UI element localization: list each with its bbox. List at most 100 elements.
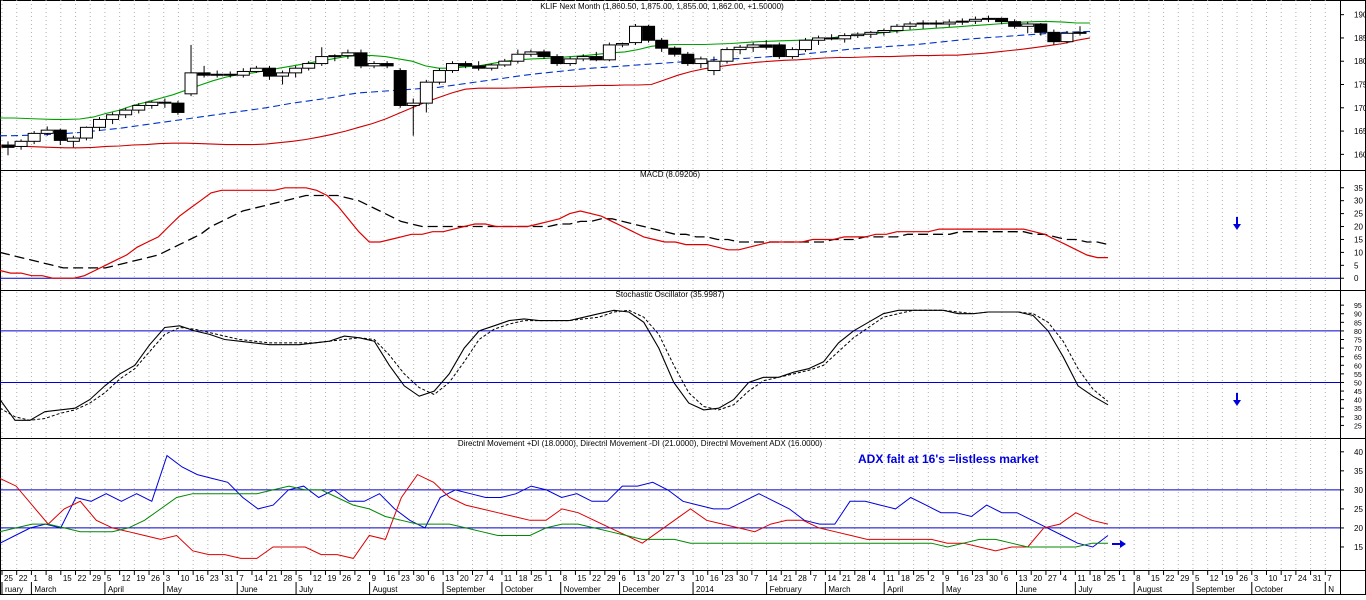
candle-up bbox=[524, 51, 538, 55]
candle-down bbox=[655, 39, 669, 49]
candle-down bbox=[380, 63, 394, 67]
candle-down bbox=[171, 102, 185, 113]
x-tick-label: 6 bbox=[430, 574, 435, 583]
candle-up bbox=[106, 114, 120, 120]
candle-up bbox=[210, 73, 224, 76]
y-tick-label: 15 bbox=[1354, 235, 1363, 244]
x-tick-label: 2 bbox=[930, 574, 935, 583]
x-tick-label: 13 bbox=[636, 574, 645, 583]
stochastic-panel-title: Stochastic Oscillator (35.9987) bbox=[616, 290, 725, 299]
x-tick-label: 31 bbox=[225, 574, 234, 583]
x-tick-label: 13 bbox=[445, 574, 454, 583]
x-tick-label: 8 bbox=[1136, 574, 1141, 583]
x-tick-label: 28 bbox=[798, 574, 807, 583]
month-label: March bbox=[828, 585, 850, 594]
candle-up bbox=[1060, 32, 1074, 43]
x-tick-label: 3 bbox=[166, 574, 171, 583]
candle-up bbox=[367, 63, 381, 67]
x-tick-label: 27 bbox=[1048, 574, 1057, 583]
y-tick-label: 65 bbox=[1354, 355, 1362, 362]
x-tick-label: 12 bbox=[122, 574, 131, 583]
month-label: October bbox=[505, 585, 534, 594]
candle-up bbox=[746, 44, 760, 48]
x-tick-label: 15 bbox=[63, 574, 72, 583]
candle-down bbox=[759, 44, 773, 48]
x-tick-label: 30 bbox=[416, 574, 425, 583]
x-tick-label: 8 bbox=[563, 574, 568, 583]
y-tick-label: 25 bbox=[1354, 210, 1363, 219]
x-tick-label: 16 bbox=[960, 574, 969, 583]
y-tick-label: 25 bbox=[1354, 423, 1362, 430]
candle-up bbox=[445, 63, 459, 72]
candle-up bbox=[511, 53, 525, 62]
candle-up bbox=[942, 21, 956, 25]
candle-up bbox=[419, 81, 433, 104]
y-tick-label: 5 bbox=[1354, 261, 1359, 270]
candle-down bbox=[668, 47, 682, 55]
y-tick-label: 70 bbox=[1354, 346, 1362, 353]
x-tick-label: 17 bbox=[1283, 574, 1292, 583]
candle-down bbox=[53, 129, 67, 141]
candle-up bbox=[955, 20, 969, 23]
month-label: February bbox=[770, 585, 802, 594]
x-tick-label: 19 bbox=[327, 574, 336, 583]
x-tick-label: 13 bbox=[1019, 574, 1028, 583]
candle-up bbox=[903, 23, 917, 27]
y-tick-label: 25 bbox=[1354, 505, 1363, 514]
candle-up bbox=[302, 63, 316, 69]
candle-down bbox=[681, 53, 695, 65]
x-tick-label: 16 bbox=[710, 574, 719, 583]
candle-down bbox=[537, 51, 551, 58]
x-tick-label: 11 bbox=[1077, 574, 1086, 583]
candle-up bbox=[812, 37, 826, 41]
x-tick-label: 16 bbox=[386, 574, 395, 583]
adx-annotation: ADX falt at 16's =listless market bbox=[858, 452, 1039, 466]
x-tick-label: 25 bbox=[4, 574, 13, 583]
x-tick-label: 14 bbox=[254, 574, 263, 583]
x-tick-label: 22 bbox=[1166, 574, 1175, 583]
candle-up bbox=[276, 72, 290, 77]
y-tick-label: 35 bbox=[1354, 184, 1363, 193]
di-minus-line bbox=[0, 473, 1109, 559]
candle-up bbox=[1073, 31, 1087, 34]
x-tick-label: 20 bbox=[460, 574, 469, 583]
candle-up bbox=[27, 132, 41, 142]
y-tick-label: 30 bbox=[1354, 197, 1363, 206]
candle-up bbox=[916, 22, 930, 25]
candle-down bbox=[995, 17, 1009, 23]
y-tick-label: 20 bbox=[1354, 223, 1363, 232]
x-tick-label: 22 bbox=[19, 574, 28, 583]
x-tick-label: 23 bbox=[210, 574, 219, 583]
candle-up bbox=[851, 33, 865, 37]
x-tick-label: 22 bbox=[78, 574, 87, 583]
x-tick-label: 3 bbox=[1254, 574, 1259, 583]
y-tick-label: 95 bbox=[1354, 303, 1362, 310]
x-tick-label: 22 bbox=[592, 574, 601, 583]
candle-up bbox=[877, 29, 891, 33]
candle-up bbox=[406, 102, 420, 106]
y-tick-label: 1750 bbox=[1354, 81, 1366, 90]
x-tick-label: 18 bbox=[901, 574, 910, 583]
month-label: August bbox=[373, 585, 399, 594]
x-tick-label: 4 bbox=[489, 574, 494, 583]
stochastic-k-line bbox=[0, 309, 1109, 421]
candle-up bbox=[145, 101, 159, 106]
candle-down bbox=[472, 65, 486, 69]
candle-up bbox=[132, 104, 146, 111]
month-label: September bbox=[446, 585, 485, 594]
x-tick-label: 4 bbox=[1063, 574, 1068, 583]
month-label: June bbox=[1020, 585, 1038, 594]
x-tick-label: 23 bbox=[401, 574, 410, 583]
x-tick-label: 1 bbox=[33, 574, 38, 583]
y-tick-label: 20 bbox=[1354, 524, 1363, 533]
di-plus-line bbox=[0, 454, 1109, 548]
candle-up bbox=[236, 70, 250, 76]
x-tick-label: 27 bbox=[666, 574, 675, 583]
candle-up bbox=[315, 56, 329, 65]
x-tick-label: 29 bbox=[92, 574, 101, 583]
candle-up bbox=[563, 58, 577, 65]
x-tick-label: 20 bbox=[651, 574, 660, 583]
